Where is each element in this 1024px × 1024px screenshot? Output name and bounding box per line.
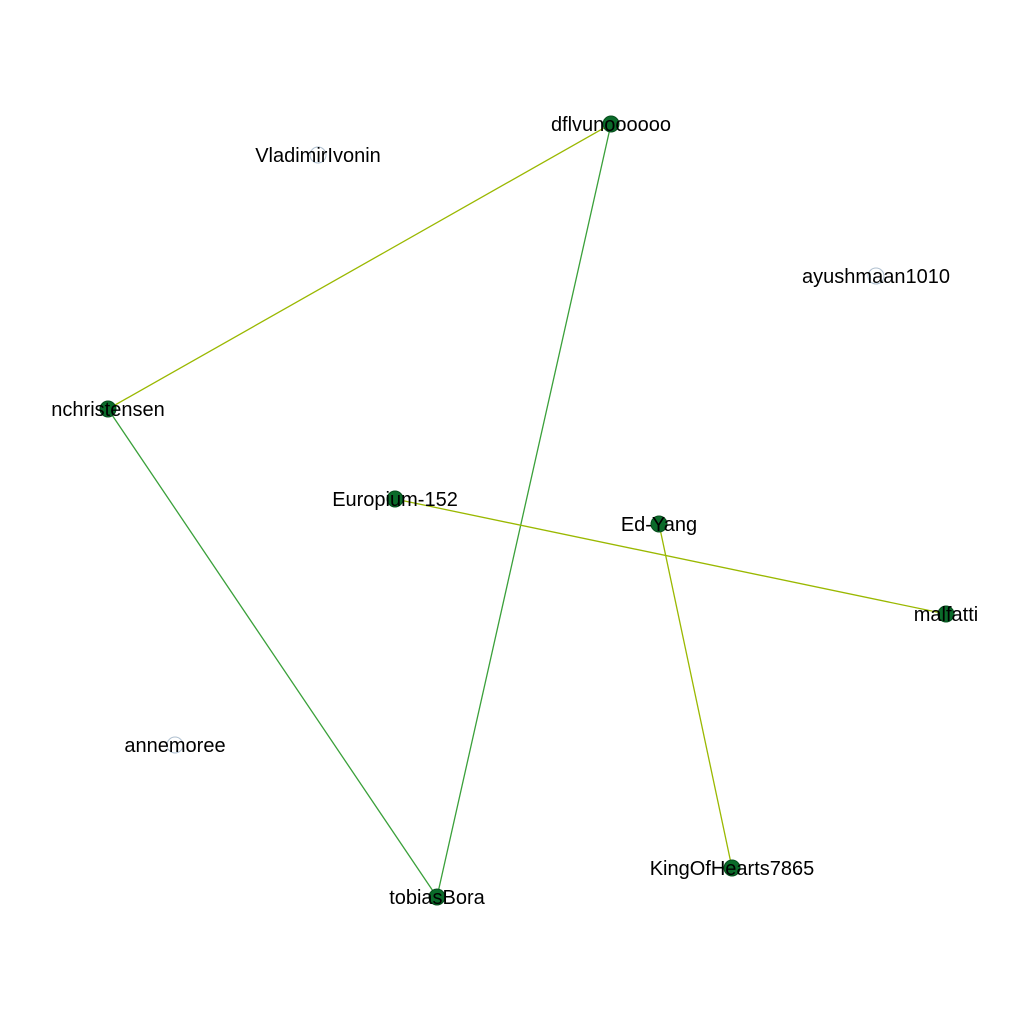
node-Europium-152 — [386, 490, 404, 508]
node-label-VladimirIvonin: VladimirIvonin — [255, 145, 381, 167]
node-malfatti — [937, 605, 955, 623]
node-label-malfatti: malfatti — [914, 604, 978, 626]
node-KingOfHearts7865 — [723, 859, 741, 877]
node-Ed-Yang — [650, 515, 668, 533]
nodes-layer — [99, 115, 955, 906]
node-tobiasBora — [428, 888, 446, 906]
node-nchristensen — [99, 400, 117, 418]
node-label-KingOfHearts7865: KingOfHearts7865 — [650, 858, 815, 880]
node-label-Europium-152: Europium-152 — [332, 489, 458, 511]
edge-Ed-Yang-KingOfHearts7865 — [658, 523, 733, 869]
edges-layer — [107, 123, 947, 898]
node-label-nchristensen: nchristensen — [51, 399, 164, 421]
edge-nchristensen-tobiasBora — [107, 408, 438, 898]
node-label-ayushmaan1010: ayushmaan1010 — [802, 266, 950, 288]
node-annemoree — [166, 736, 184, 754]
edge-Europium-152-malfatti — [394, 498, 947, 615]
node-dflvunoooooo — [602, 115, 620, 133]
node-label-tobiasBora: tobiasBora — [389, 887, 485, 909]
labels-layer: dflvunoooooo VladimirIvonin ayushmaan1010 n… — [51, 114, 978, 909]
node-VladimirIvonin — [309, 146, 327, 164]
node-label-annemoree: annemoree — [124, 735, 225, 757]
edge-dflvunoooooo-tobiasBora — [436, 123, 612, 898]
node-label-Ed-Yang: Ed-Yang — [621, 514, 697, 536]
node-label-dflvunoooooo: dflvunoooooo — [551, 114, 671, 136]
node-ayushmaan1010 — [867, 267, 885, 285]
edge-dflvunoooooo-nchristensen — [107, 123, 612, 410]
